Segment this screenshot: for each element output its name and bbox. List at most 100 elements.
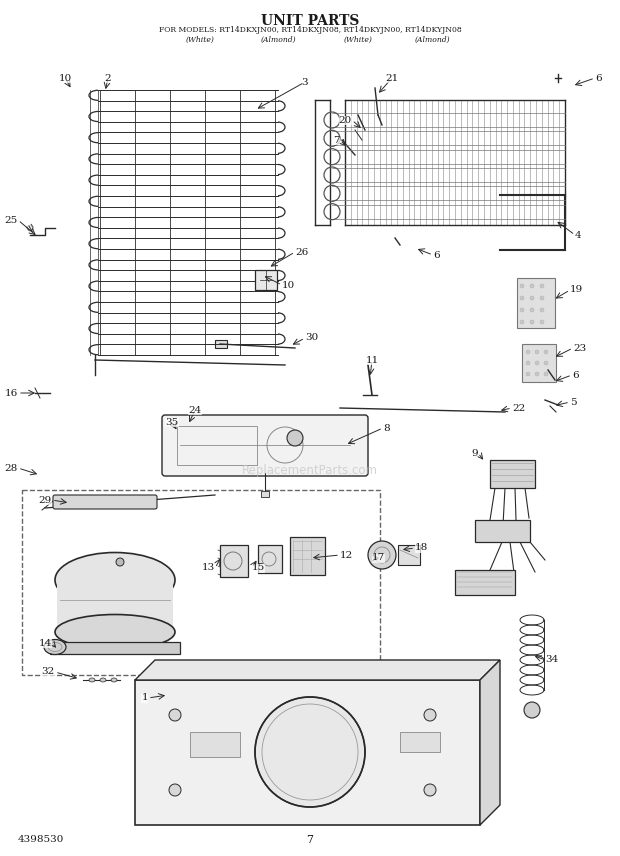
- Bar: [522, 344, 556, 382]
- Circle shape: [535, 361, 539, 365]
- Text: 13: 13: [202, 563, 215, 573]
- FancyBboxPatch shape: [53, 495, 157, 509]
- Circle shape: [520, 296, 524, 300]
- Circle shape: [424, 784, 436, 796]
- Bar: [215, 340, 227, 348]
- Text: 30: 30: [305, 334, 318, 342]
- Circle shape: [255, 697, 365, 807]
- Text: 21: 21: [386, 74, 399, 82]
- Text: UNIT PARTS: UNIT PARTS: [261, 14, 359, 28]
- Text: 25: 25: [5, 216, 18, 224]
- Circle shape: [520, 308, 524, 312]
- Text: 18: 18: [415, 544, 428, 552]
- Circle shape: [544, 361, 548, 365]
- Text: 16: 16: [5, 389, 18, 397]
- Bar: [258, 545, 282, 573]
- Text: (White): (White): [343, 36, 373, 44]
- Text: 7: 7: [334, 135, 340, 145]
- Text: 10: 10: [282, 281, 295, 289]
- Circle shape: [287, 430, 303, 446]
- Bar: [22, 490, 380, 675]
- Text: 12: 12: [340, 550, 353, 560]
- Circle shape: [535, 350, 539, 354]
- Text: 19: 19: [570, 286, 583, 294]
- Ellipse shape: [89, 678, 95, 682]
- Bar: [177, 426, 257, 465]
- Polygon shape: [480, 660, 500, 825]
- Text: 28: 28: [5, 463, 18, 473]
- Circle shape: [530, 320, 534, 324]
- Circle shape: [530, 308, 534, 312]
- Circle shape: [535, 372, 539, 376]
- Circle shape: [544, 350, 548, 354]
- Ellipse shape: [55, 615, 175, 650]
- Text: 4: 4: [575, 230, 582, 240]
- Bar: [50, 642, 180, 654]
- Circle shape: [116, 558, 124, 566]
- Text: 1: 1: [141, 693, 148, 703]
- Text: 11: 11: [365, 355, 379, 365]
- Bar: [220, 545, 248, 577]
- Bar: [398, 545, 420, 565]
- Text: 20: 20: [339, 116, 352, 124]
- Text: 26: 26: [295, 247, 308, 257]
- Text: FOR MODELS: RT14DKXJN00, RT14DKXJN08, RT14DKYJN00, RT14DKYJN08: FOR MODELS: RT14DKXJN00, RT14DKXJN08, RT…: [159, 26, 461, 34]
- Circle shape: [524, 702, 540, 718]
- Text: (Almond): (Almond): [414, 36, 450, 44]
- Bar: [490, 460, 535, 488]
- Text: ψ: ψ: [24, 222, 36, 235]
- Circle shape: [540, 308, 544, 312]
- Text: 24: 24: [188, 406, 202, 414]
- Polygon shape: [135, 660, 500, 680]
- Circle shape: [520, 320, 524, 324]
- Circle shape: [368, 541, 396, 569]
- Circle shape: [169, 709, 181, 721]
- Text: 10: 10: [58, 74, 72, 82]
- Circle shape: [169, 784, 181, 796]
- Bar: [261, 491, 269, 497]
- Text: 17: 17: [372, 554, 385, 562]
- Circle shape: [424, 709, 436, 721]
- Text: ReplacementParts.com: ReplacementParts.com: [242, 463, 378, 477]
- Circle shape: [526, 350, 530, 354]
- Text: 2: 2: [105, 74, 112, 82]
- Text: 22: 22: [512, 403, 525, 413]
- Bar: [190, 732, 240, 757]
- Circle shape: [530, 284, 534, 288]
- Bar: [517, 278, 555, 328]
- Text: 8: 8: [383, 424, 389, 432]
- Text: (Almond): (Almond): [260, 36, 296, 44]
- Text: 23: 23: [573, 343, 587, 353]
- Bar: [255, 270, 277, 290]
- Circle shape: [540, 320, 544, 324]
- Bar: [135, 680, 480, 825]
- Bar: [400, 732, 440, 752]
- Text: 9: 9: [471, 449, 478, 457]
- Text: 3: 3: [302, 78, 308, 86]
- Ellipse shape: [111, 678, 117, 682]
- Circle shape: [526, 361, 530, 365]
- Circle shape: [544, 372, 548, 376]
- Ellipse shape: [44, 639, 66, 655]
- Text: 6: 6: [433, 251, 440, 259]
- Text: 29: 29: [38, 496, 52, 504]
- Text: 5: 5: [570, 397, 577, 407]
- Text: 6: 6: [572, 371, 578, 379]
- Bar: [290, 537, 325, 575]
- Ellipse shape: [55, 552, 175, 608]
- Circle shape: [530, 296, 534, 300]
- Text: (White): (White): [185, 36, 215, 44]
- Text: 14: 14: [38, 639, 52, 647]
- Text: 34: 34: [545, 656, 558, 664]
- Text: 35: 35: [166, 418, 179, 426]
- Text: 15: 15: [252, 563, 265, 573]
- Ellipse shape: [100, 678, 106, 682]
- Text: 32: 32: [42, 668, 55, 676]
- Circle shape: [526, 372, 530, 376]
- FancyBboxPatch shape: [162, 415, 368, 476]
- Bar: [475, 520, 530, 542]
- Text: 6: 6: [595, 74, 601, 82]
- Circle shape: [540, 284, 544, 288]
- Text: 7: 7: [306, 835, 314, 845]
- Bar: [57, 582, 173, 632]
